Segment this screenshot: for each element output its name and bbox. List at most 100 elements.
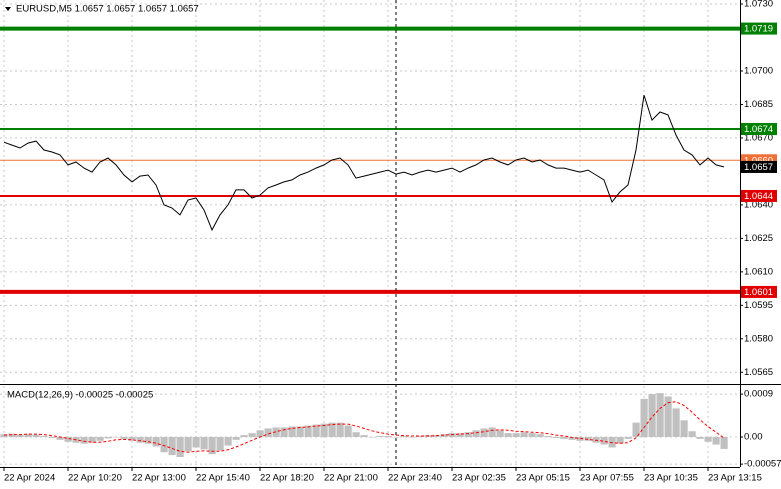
macd-bar [528,433,536,437]
macd-bar [368,436,376,438]
macd-bar [400,436,408,437]
y-tick-label: 1.0580 [744,333,773,344]
macd-bar [512,433,520,437]
y-tick-label: 1.0625 [744,233,773,244]
level-tag [741,123,777,136]
macd-bar [520,432,528,437]
y-tick-label: 1.0610 [744,266,773,277]
macd-bar [120,436,128,439]
macd-bar [168,436,176,456]
macd-bar [336,422,344,437]
macd-bar [496,430,504,437]
level-tag [741,160,777,173]
macd-bar [56,436,64,440]
macd-bar [64,436,72,442]
menu-triangle[interactable] [5,7,11,11]
macd-bar [192,436,200,448]
macd-bar [392,436,400,438]
macd-bar [232,436,240,440]
level-tag-label: 1.0660 [744,155,773,166]
y-tick-label: 1.0640 [744,199,773,210]
macd-bar [328,422,336,437]
x-tick-label: 22 Apr 23:40 [388,473,442,484]
macd-bar [272,427,280,437]
macd-bar [128,436,136,441]
macd-bar [480,428,488,437]
macd-bar [632,422,640,437]
y-tick-label: 0.0009 [744,389,773,400]
macd-bar [256,430,264,437]
macd-bar [624,436,632,439]
macd-bar [408,436,416,438]
macd-bar [472,430,480,437]
x-tick-label: 22 Apr 10:20 [68,473,122,484]
macd-bar [544,436,552,437]
macd-bar [656,393,664,437]
macd-bar [712,436,720,445]
macd-bar [360,435,368,437]
macd-bar [376,436,384,437]
y-tick-label: 1.0685 [744,99,773,110]
y-tick-label: 1.0670 [744,132,773,143]
macd-bar [536,434,544,437]
level-tag-label: 1.0601 [744,287,773,298]
macd-bar [504,433,512,437]
macd-bar [648,394,656,437]
macd-bar [264,428,272,437]
x-tick-label: 22 Apr 13:00 [132,473,186,484]
x-tick-label: 23 Apr 02:35 [452,473,506,484]
macd-bar [552,436,560,438]
macd-bar [304,425,312,437]
macd-bar [672,408,680,437]
level-tag [741,189,777,202]
macd-bar [216,436,224,451]
x-tick-label: 23 Apr 07:55 [580,473,634,484]
macd-bar [560,436,568,439]
macd-bar [224,436,232,446]
macd-bar [112,436,120,438]
y-tick-label: 1.0700 [744,65,773,76]
macd-bar [664,396,672,437]
macd-bar [600,436,608,445]
y-tick-label: 1.0730 [744,0,773,10]
macd-bar [248,433,256,437]
macd-bar [296,426,304,437]
macd-bar [208,436,216,455]
x-tick-label: 22 Apr 2024 [4,473,55,484]
macd-bar [680,420,688,437]
macd-bar [16,434,24,437]
macd-bar [88,436,96,443]
x-tick-label: 23 Apr 13:15 [708,473,762,484]
macd-bar [24,434,32,437]
x-tick-label: 22 Apr 21:00 [324,473,378,484]
macd-bar [312,424,320,437]
macd-bar [32,434,40,437]
level-tag-label: 1.0657 [744,162,773,173]
macd-bar [344,425,352,437]
level-tag-label: 1.0674 [744,124,773,135]
macd-bar [48,436,56,438]
macd-bar [616,436,624,444]
macd-bar [104,436,112,439]
y-tick-label: 1.0565 [744,367,773,378]
macd-bar [584,436,592,441]
macd-bar [160,436,168,453]
macd-bar [440,434,448,437]
level-tag-label: 1.0644 [744,191,773,202]
x-tick-label: 22 Apr 18:20 [260,473,314,484]
macd-bar [80,436,88,444]
macd-bar [184,436,192,452]
level-tag [741,22,777,35]
macd-bar [688,431,696,437]
macd-bar [352,432,360,437]
x-tick-label: 23 Apr 05:15 [516,473,570,484]
price-line [3,94,725,232]
macd-bar [200,436,208,450]
macd-bar [136,436,144,443]
x-tick-label: 22 Apr 15:40 [196,473,250,484]
x-tick-label: 23 Apr 10:35 [644,473,698,484]
macd-bar [240,435,248,437]
macd-bar [8,433,16,437]
